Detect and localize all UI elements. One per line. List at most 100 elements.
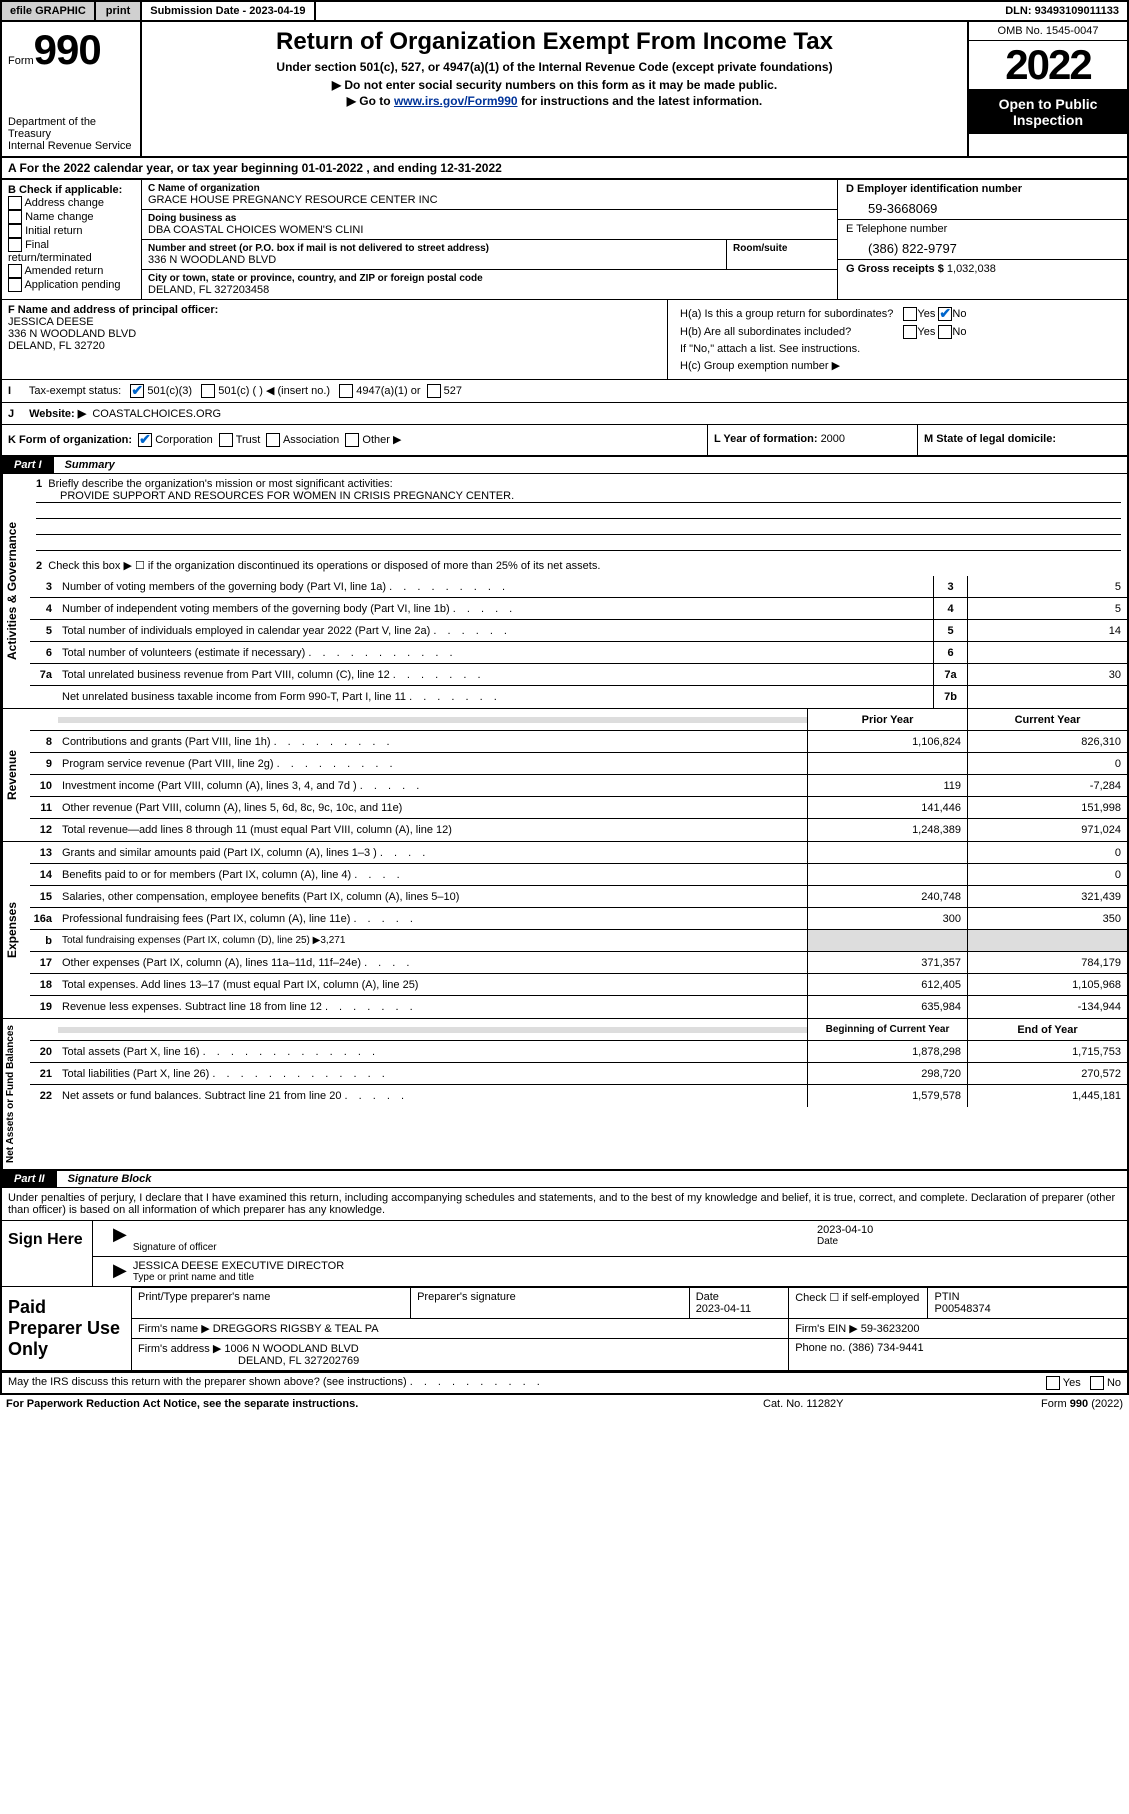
- line-20-text: Total assets (Part X, line 16): [62, 1046, 200, 1058]
- chk-amended-return[interactable]: Amended return: [8, 264, 135, 278]
- line-13-text: Grants and similar amounts paid (Part IX…: [62, 847, 377, 859]
- dln-label: DLN:: [1005, 5, 1034, 17]
- toolbar-spacer: [316, 2, 998, 20]
- line-19-current: -134,944: [967, 996, 1127, 1018]
- chk-address-change[interactable]: Address change: [8, 196, 135, 210]
- line-21-text: Total liabilities (Part X, line 26): [62, 1068, 209, 1080]
- sign-here-row: Sign Here ▶ Signature of officer 2023-04…: [2, 1220, 1127, 1286]
- line-22-current: 1,445,181: [967, 1085, 1127, 1107]
- expenses-section: Expenses 13Grants and similar amounts pa…: [0, 842, 1129, 1019]
- tax-year-begin: 01-01-2022: [302, 161, 363, 175]
- line-7a: 7aTotal unrelated business revenue from …: [30, 664, 1127, 686]
- line-17-text: Other expenses (Part IX, column (A), lin…: [62, 957, 361, 969]
- line-10-current: -7,284: [967, 775, 1127, 796]
- ha-yes-label: Yes: [917, 308, 935, 320]
- open-inspection-badge: Open to Public Inspection: [969, 89, 1127, 134]
- line-14-current: 0: [967, 864, 1127, 885]
- dba-label: Doing business as: [148, 213, 831, 224]
- chk-initial-return[interactable]: Initial return: [8, 224, 135, 238]
- ein-value: 59-3668069: [838, 198, 1127, 219]
- part-1-label: Part I: [2, 457, 54, 473]
- form-subtitle: Under section 501(c), 527, or 4947(a)(1)…: [152, 60, 957, 74]
- room-label: Room/suite: [733, 243, 831, 254]
- chk-corp[interactable]: [138, 433, 152, 447]
- chk-app-pending[interactable]: Application pending: [8, 278, 135, 292]
- revenue-header-row: Prior Year Current Year: [30, 709, 1127, 731]
- tax-year: 2022: [969, 41, 1127, 89]
- page-footer: For Paperwork Reduction Act Notice, see …: [0, 1395, 1129, 1413]
- hb-no[interactable]: [938, 325, 952, 339]
- line-18: 18Total expenses. Add lines 13–17 (must …: [30, 974, 1127, 996]
- form-year-block: OMB No. 1545-0047 2022 Open to Public In…: [967, 22, 1127, 156]
- ha-yes[interactable]: [903, 307, 917, 321]
- chk-501c[interactable]: [201, 384, 215, 398]
- line-6-value: [967, 642, 1127, 663]
- street-value: 336 N WOODLAND BLVD: [148, 254, 720, 266]
- prep-sig-header: Preparer's signature: [411, 1288, 690, 1319]
- line-1: 1 Briefly describe the organization's mi…: [30, 474, 1127, 555]
- firm-addr2: DELAND, FL 327202769: [138, 1355, 359, 1367]
- hb-yes[interactable]: [903, 325, 917, 339]
- form-word: Form: [8, 55, 34, 67]
- chk-501c3[interactable]: [130, 384, 144, 398]
- efile-button[interactable]: efile GRAPHIC: [2, 2, 96, 20]
- city-label: City or town, state or province, country…: [148, 273, 831, 284]
- line-7b-value: [967, 686, 1127, 708]
- ptin-label: PTIN: [934, 1291, 959, 1303]
- state-domicile-label: M State of legal domicile:: [924, 433, 1056, 445]
- year-formation-label: L Year of formation:: [714, 433, 821, 445]
- form-org-label: K Form of organization:: [8, 434, 132, 446]
- ein-label: D Employer identification number: [838, 180, 1127, 198]
- chk-trust[interactable]: [219, 433, 233, 447]
- declaration-text: Under penalties of perjury, I declare th…: [2, 1188, 1127, 1220]
- chk-assoc[interactable]: [266, 433, 280, 447]
- officer-addr2: DELAND, FL 32720: [8, 340, 661, 352]
- discuss-yes[interactable]: [1046, 1376, 1060, 1390]
- part-2-bar: Part II Signature Block: [0, 1171, 1129, 1188]
- col-d-g: D Employer identification number 59-3668…: [837, 180, 1127, 299]
- top-toolbar: efile GRAPHIC print Submission Date - 20…: [0, 0, 1129, 22]
- line-7a-value: 30: [967, 664, 1127, 685]
- form-of-org: K Form of organization: Corporation Trus…: [2, 425, 707, 455]
- line-21-current: 270,572: [967, 1063, 1127, 1084]
- note2-pre: ▶ Go to: [347, 94, 394, 108]
- opt-assoc: Association: [283, 434, 339, 446]
- line-4-value: 5: [967, 598, 1127, 619]
- chk-other[interactable]: [345, 433, 359, 447]
- line-21-prior: 298,720: [807, 1063, 967, 1084]
- line-7b-text: Net unrelated business taxable income fr…: [62, 691, 406, 703]
- ha-no[interactable]: [938, 307, 952, 321]
- form-header: Form990 Department of the Treasury Inter…: [0, 22, 1129, 158]
- chk-app-pending-label: Application pending: [24, 279, 120, 291]
- signature-arrow-icon: ▶: [113, 1224, 127, 1253]
- instructions-link[interactable]: www.irs.gov/Form990: [394, 94, 518, 108]
- chk-4947[interactable]: [339, 384, 353, 398]
- line-19-prior: 635,984: [807, 996, 967, 1018]
- firm-phone-label: Phone no.: [795, 1342, 848, 1354]
- signature-block: Under penalties of perjury, I declare th…: [0, 1188, 1129, 1372]
- prep-date-header: Date: [696, 1291, 719, 1303]
- website-value: COASTALCHOICES.ORG: [92, 408, 221, 420]
- hb-no-label: No: [952, 326, 966, 338]
- ha-question: H(a) Is this a group return for subordin…: [676, 306, 897, 322]
- print-button[interactable]: print: [96, 2, 142, 20]
- principal-officer: F Name and address of principal officer:…: [2, 300, 667, 379]
- row-j: J Website: ▶ COASTALCHOICES.ORG: [0, 403, 1129, 425]
- chk-527[interactable]: [427, 384, 441, 398]
- line-14: 14Benefits paid to or for members (Part …: [30, 864, 1127, 886]
- line-20: 20Total assets (Part X, line 16) . . . .…: [30, 1041, 1127, 1063]
- hc-label: H(c) Group exemption number ▶: [676, 358, 970, 373]
- line-8: 8Contributions and grants (Part VIII, li…: [30, 731, 1127, 753]
- group-return-block: H(a) Is this a group return for subordin…: [667, 300, 1127, 379]
- line-16a: 16aProfessional fundraising fees (Part I…: [30, 908, 1127, 930]
- org-name-row: C Name of organization GRACE HOUSE PREGN…: [142, 180, 837, 210]
- chk-name-change[interactable]: Name change: [8, 210, 135, 224]
- prep-self-employed: Check ☐ if self-employed: [789, 1288, 928, 1319]
- officer-label: F Name and address of principal officer:: [8, 304, 218, 316]
- preparer-row: Paid Preparer Use Only Print/Type prepar…: [2, 1286, 1127, 1372]
- name-arrow-icon: ▶: [113, 1260, 127, 1283]
- discuss-no[interactable]: [1090, 1376, 1104, 1390]
- line-9: 9Program service revenue (Part VIII, lin…: [30, 753, 1127, 775]
- line-16b-text: Total fundraising expenses (Part IX, col…: [62, 935, 320, 946]
- chk-final-return[interactable]: Final return/terminated: [8, 238, 135, 264]
